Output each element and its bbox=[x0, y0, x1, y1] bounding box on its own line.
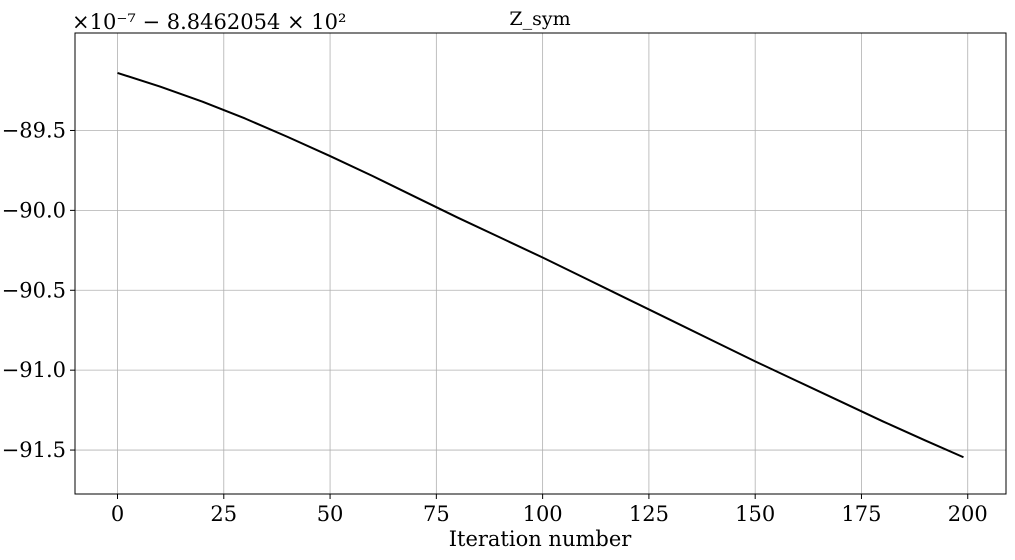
x-tick-label: 200 bbox=[948, 502, 988, 526]
x-tick-label: 75 bbox=[423, 502, 450, 526]
series-layer bbox=[117, 71, 964, 459]
x-tick-label: 175 bbox=[841, 502, 881, 526]
x-tick-label: 0 bbox=[111, 502, 124, 526]
x-tick-label: 150 bbox=[735, 502, 775, 526]
grid-lines bbox=[75, 33, 1006, 494]
y-tick-label: −90.0 bbox=[2, 198, 66, 222]
y-axis: −89.5 −90.0 −90.5 −91.0 −91.5 bbox=[2, 118, 75, 462]
series-line-0 bbox=[117, 71, 964, 459]
x-tick-label: 25 bbox=[210, 502, 237, 526]
plot-frame bbox=[74, 32, 1007, 495]
y-tick-label: −91.0 bbox=[2, 358, 66, 382]
y-offset-label: ×10⁻⁷ − 8.8462054 × 10² bbox=[72, 10, 346, 34]
x-tick-label: 100 bbox=[523, 502, 563, 526]
y-tick-label: −91.5 bbox=[2, 438, 66, 462]
x-axis: 0 25 50 75 100 125 150 175 200 bbox=[111, 494, 988, 526]
y-tick-label: −90.5 bbox=[2, 278, 66, 302]
x-axis-title: Iteration number bbox=[449, 527, 633, 551]
chart-title: Z_sym bbox=[509, 8, 570, 30]
y-tick-label: −89.5 bbox=[2, 118, 66, 142]
x-tick-label: 50 bbox=[317, 502, 344, 526]
x-tick-label: 125 bbox=[629, 502, 669, 526]
